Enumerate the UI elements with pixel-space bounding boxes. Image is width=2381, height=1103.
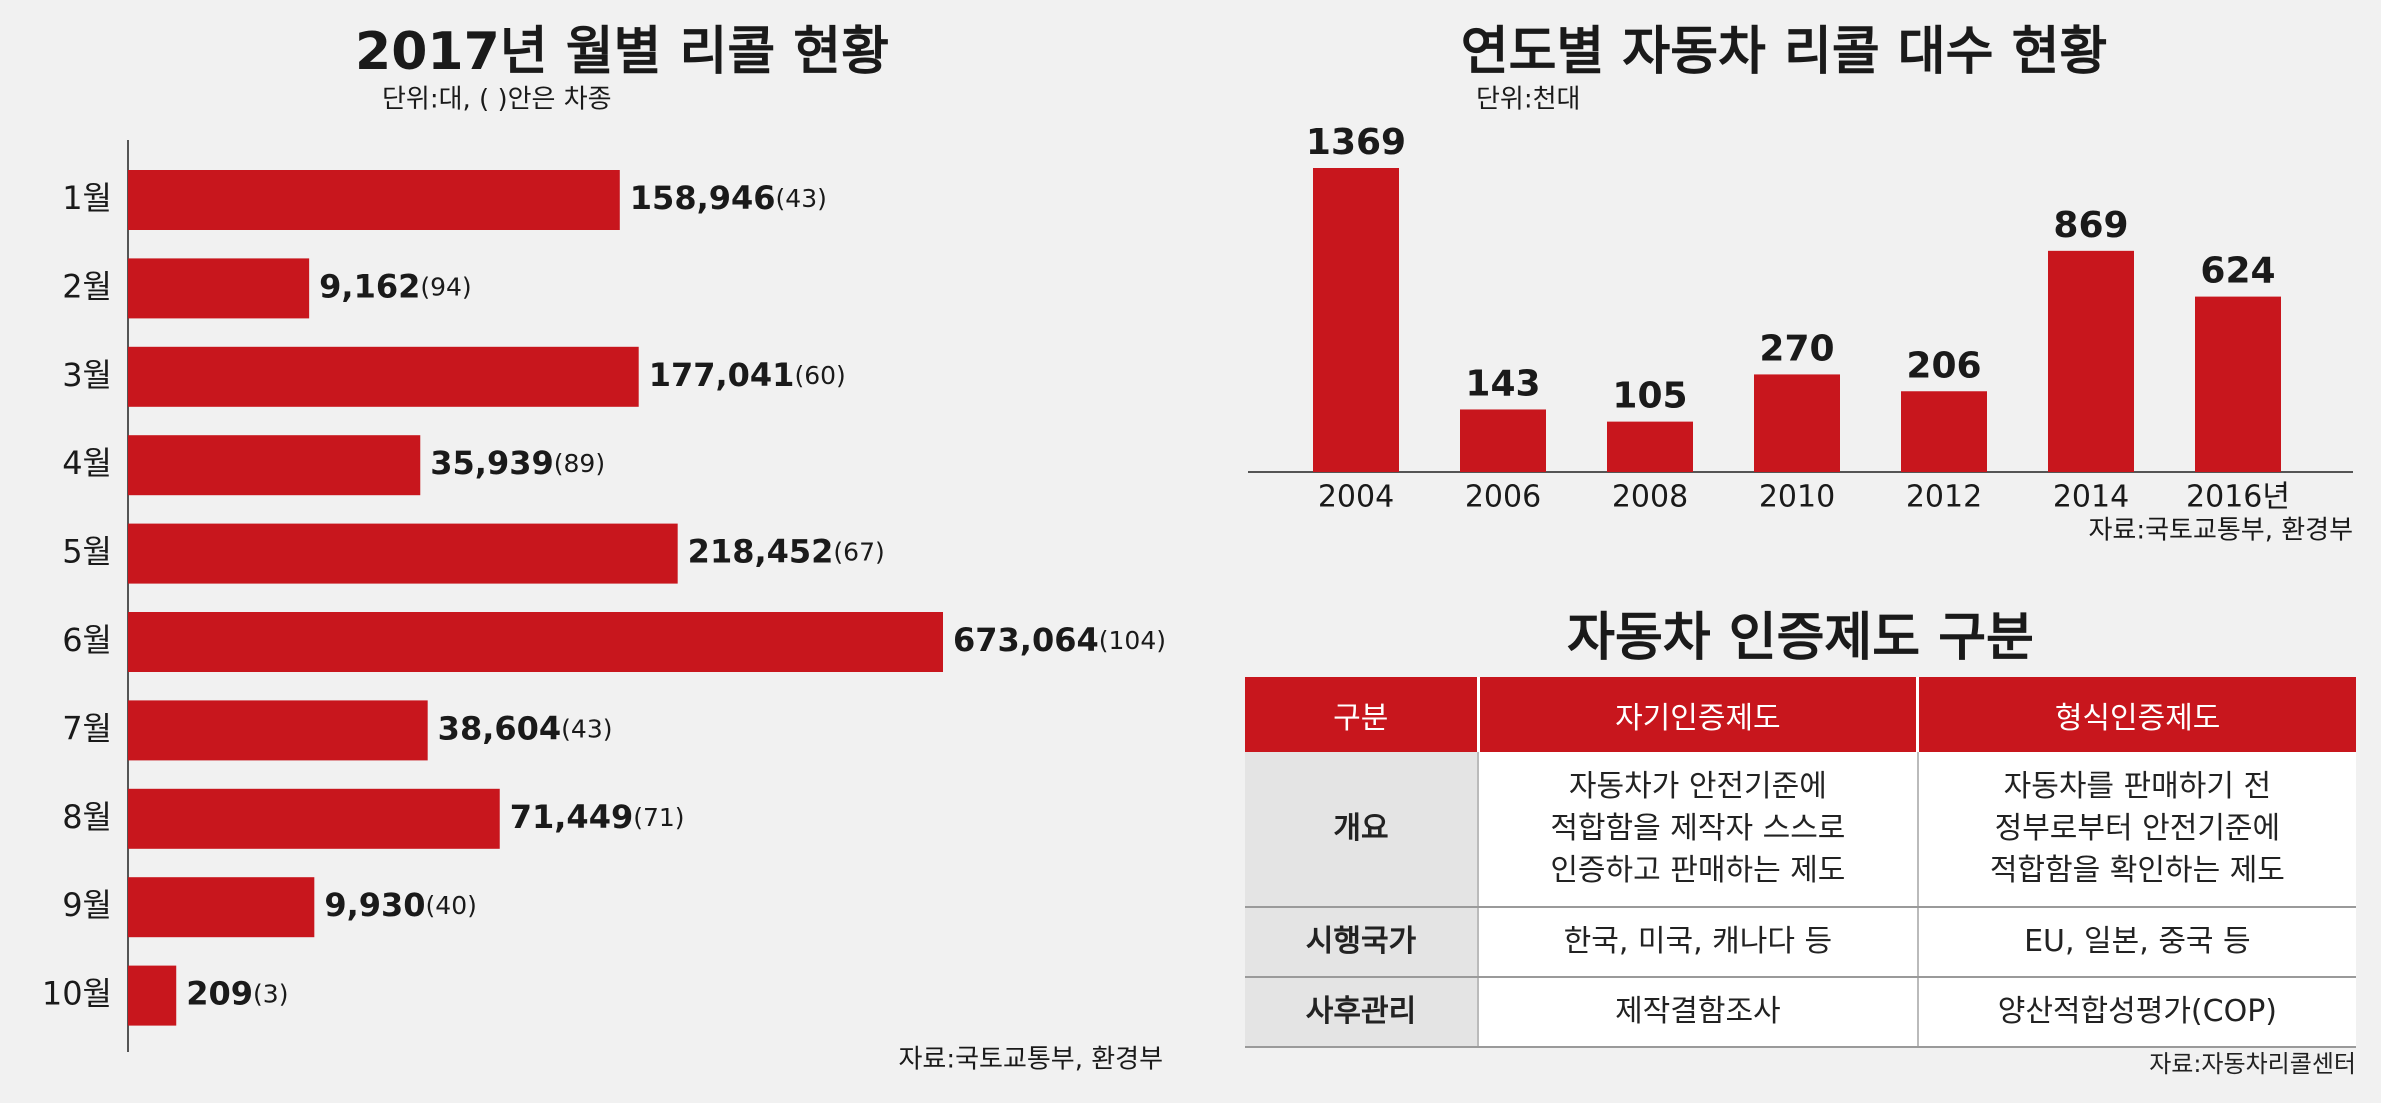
value-text: 218,452 <box>688 533 834 571</box>
count-label: (71) <box>633 803 684 832</box>
x-tick-label: 2014 <box>2053 480 2129 515</box>
value-text: 9,162 <box>319 267 420 305</box>
y-tick-label: 10월 <box>42 975 112 1013</box>
value-label: 177,041(60) <box>649 356 846 394</box>
value-label: 9,930(40) <box>324 886 477 924</box>
value-label: 624 <box>2200 251 2275 292</box>
value-label: 218,452(67) <box>688 533 885 571</box>
value-label: 38,604(43) <box>438 709 613 747</box>
bar <box>128 523 678 584</box>
bar <box>1901 391 1987 472</box>
cell: 양산적합성평가(COP) <box>1916 977 2356 1048</box>
bar <box>128 258 310 319</box>
bar <box>128 700 428 761</box>
value-label: 9,162(94) <box>319 267 472 305</box>
cell: 자동차를 판매하기 전 정부로부터 안전기준에 적합함을 확인하는 제도 <box>1916 752 2356 908</box>
value-label: 206 <box>1906 345 1981 386</box>
chart-subtitle: 단위:천대 <box>1476 85 1580 115</box>
bar <box>2195 296 2281 472</box>
value-label: 1369 <box>1306 122 1406 163</box>
value-text: 177,041 <box>649 356 795 394</box>
value-text: 35,939 <box>430 444 553 482</box>
chart-title: 연도별 자동차 리콜 대수 현황 <box>1461 22 2108 82</box>
value-label: 35,939(89) <box>430 444 605 482</box>
count-label: (43) <box>776 184 827 213</box>
y-tick-label: 4월 <box>62 444 112 482</box>
bar <box>2048 250 2134 472</box>
count-label: (94) <box>420 272 471 301</box>
table-row: 사후관리 제작결함조사 양산적합성평가(COP) <box>1245 977 2356 1048</box>
x-tick-label: 2004 <box>1318 480 1394 515</box>
value-label: 869 <box>2053 205 2128 246</box>
table-row: 시행국가 한국, 미국, 캐나다 등 EU, 일본, 중국 등 <box>1245 907 2356 978</box>
bar <box>1460 409 1546 472</box>
cell: EU, 일본, 중국 등 <box>1916 907 2356 978</box>
bar <box>1754 374 1840 472</box>
chart-title: 2017년 월별 리콜 현황 <box>355 22 889 82</box>
bar <box>128 435 421 496</box>
bar <box>1607 421 1693 472</box>
value-text: 673,064 <box>953 621 1099 659</box>
header-cell: 형식인증제도 <box>1916 677 2356 752</box>
y-tick-label: 5월 <box>62 533 112 571</box>
cell: 한국, 미국, 캐나다 등 <box>1477 907 1918 978</box>
table-header: 구분 자기인증제도 형식인증제도 <box>1245 677 2356 752</box>
x-tick-label: 2008 <box>1612 480 1688 515</box>
row-header: 시행국가 <box>1245 907 1478 978</box>
header-cell: 구분 <box>1245 677 1478 752</box>
x-tick-label: 2012 <box>1906 480 1982 515</box>
count-label: (104) <box>1099 626 1166 655</box>
bar <box>128 170 620 230</box>
row-header: 개요 <box>1245 752 1478 908</box>
value-label: 143 <box>1465 363 1540 404</box>
value-text: 209 <box>186 975 253 1013</box>
bar <box>128 612 943 672</box>
count-label: (60) <box>794 361 845 390</box>
value-text: 158,946 <box>630 179 776 217</box>
cell: 자동차가 안전기준에 적합함을 제작자 스스로 인증하고 판매하는 제도 <box>1477 752 1918 908</box>
cell: 제작결함조사 <box>1477 977 1918 1048</box>
x-tick-label: 2006 <box>1465 480 1541 515</box>
y-tick-label: 7월 <box>62 709 112 747</box>
value-text: 38,604 <box>438 709 561 747</box>
y-tick-label: 2월 <box>62 267 112 305</box>
count-label: (40) <box>426 891 477 920</box>
table-row: 개요 자동차가 안전기준에 적합함을 제작자 스스로 인증하고 판매하는 제도 … <box>1245 752 2356 908</box>
value-label: 158,946(43) <box>630 179 827 217</box>
x-tick-label: 2010 <box>1759 480 1835 515</box>
source: 자료:자동차리콜센터 <box>2149 1050 2356 1078</box>
value-label: 673,064(104) <box>953 621 1166 659</box>
bar <box>128 965 177 1026</box>
value-label: 71,449(71) <box>510 798 685 836</box>
value-text: 71,449 <box>510 798 633 836</box>
y-tick-label: 9월 <box>62 886 112 924</box>
header-cell: 자기인증제도 <box>1476 677 1918 752</box>
table-title: 자동차 인증제도 구분 <box>1567 608 2034 668</box>
chart-subtitle: 단위:대, ( )안은 차종 <box>382 85 612 115</box>
source: 자료:국토교통부, 환경부 <box>2089 516 2354 546</box>
table: 구분 자기인증제도 형식인증제도 개요 자동차가 안전기준에 적합함을 제작자 … <box>1245 677 2356 1048</box>
value-label: 209(3) <box>186 975 288 1013</box>
bar <box>128 877 315 938</box>
y-tick-label: 6월 <box>62 621 112 659</box>
count-label: (43) <box>561 714 612 743</box>
bar <box>1313 168 1399 472</box>
y-tick-label: 3월 <box>62 356 112 394</box>
y-tick-label: 1월 <box>62 179 112 217</box>
count-label: (89) <box>554 449 605 478</box>
count-label: (3) <box>253 980 288 1009</box>
count-label: (67) <box>833 538 884 567</box>
value-label: 270 <box>1759 328 1834 369</box>
value-label: 105 <box>1612 376 1687 417</box>
row-header: 사후관리 <box>1245 977 1478 1048</box>
bar <box>128 788 500 849</box>
source: 자료:국토교통부, 환경부 <box>899 1045 1164 1075</box>
y-tick-label: 8월 <box>62 798 112 836</box>
value-text: 9,930 <box>324 886 425 924</box>
bar <box>128 346 639 407</box>
x-tick-label: 2016년 <box>2186 480 2290 515</box>
